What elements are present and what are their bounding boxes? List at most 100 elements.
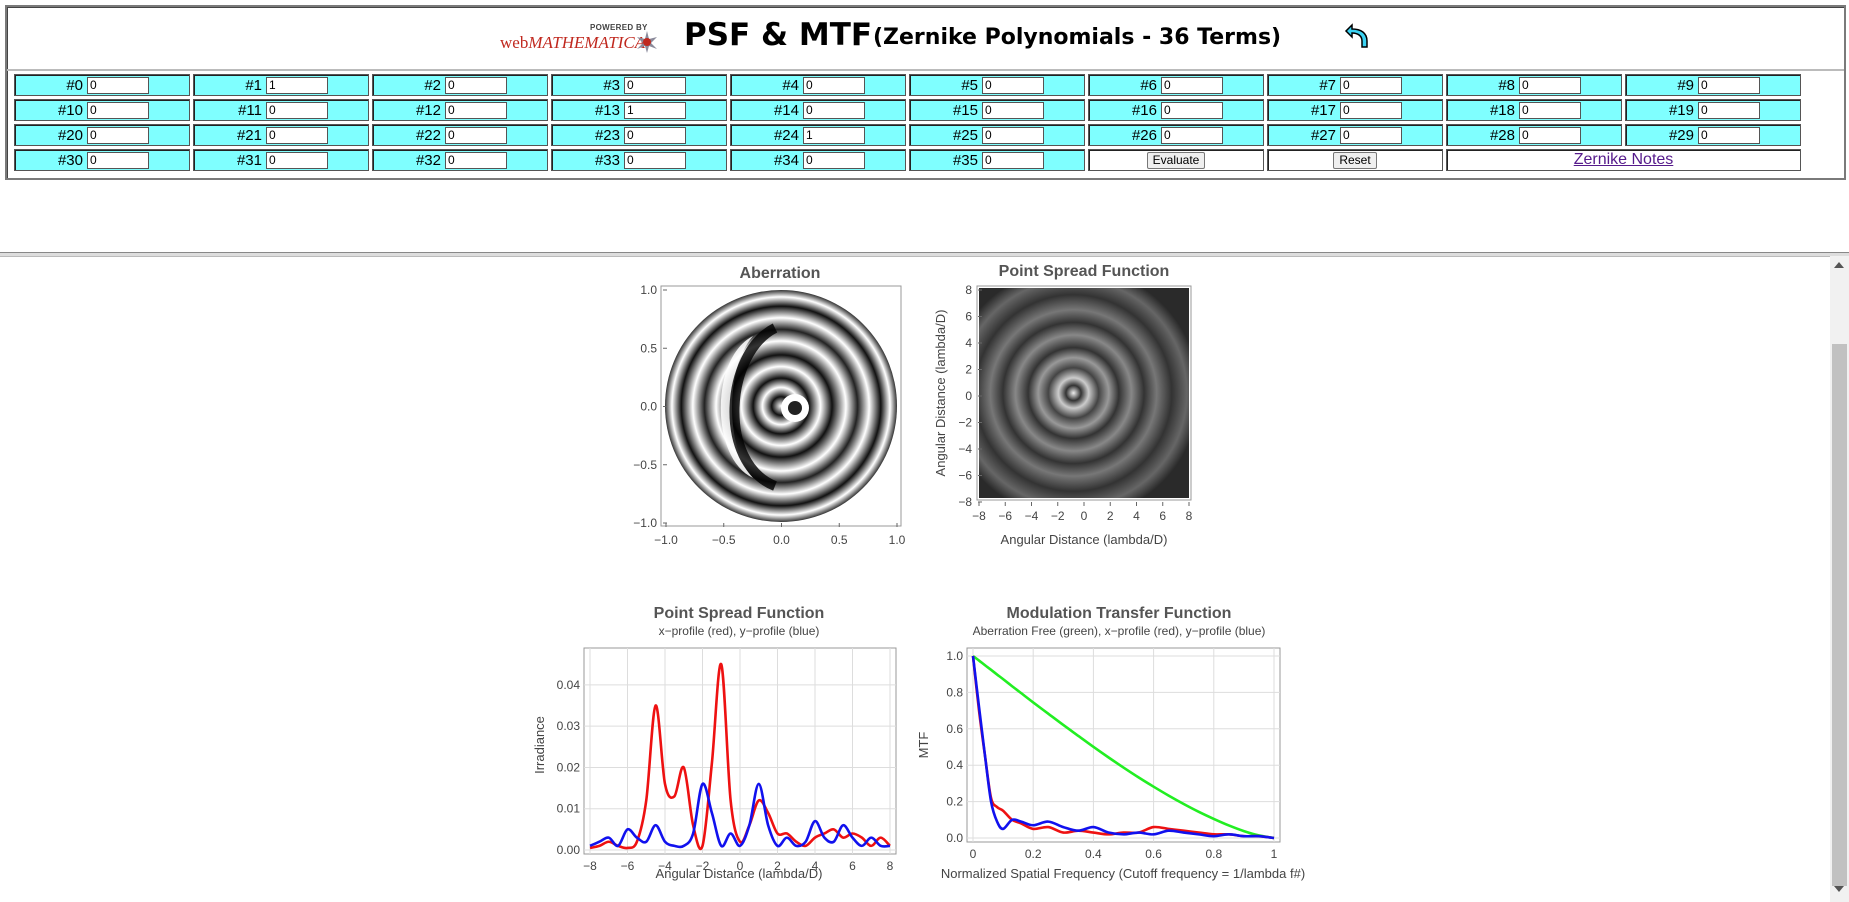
coef-label: #24 xyxy=(773,126,799,144)
coef-cell: #25 xyxy=(909,124,1085,146)
coef-cell: #1 xyxy=(193,74,369,96)
coef-label: #19 xyxy=(1668,101,1694,119)
zernike-notes-link[interactable]: Zernike Notes xyxy=(1573,151,1674,168)
coef-input-0[interactable] xyxy=(87,76,149,94)
series-line-0 xyxy=(972,654,1275,840)
scroll-up-arrow-icon[interactable] xyxy=(1834,262,1844,268)
coef-cell: #16 xyxy=(1088,99,1264,121)
x-tick-label: 2 xyxy=(774,859,781,873)
coef-input-14[interactable] xyxy=(803,101,865,119)
scrollbar-thumb[interactable] xyxy=(1832,344,1847,886)
coef-input-27[interactable] xyxy=(1340,126,1402,144)
coef-input-4[interactable] xyxy=(803,76,865,94)
psf-image-xlabel: Angular Distance (lambda/D) xyxy=(1001,532,1168,547)
aberration-title: Aberration xyxy=(740,265,821,282)
coef-input-3[interactable] xyxy=(624,76,686,94)
coef-label: #26 xyxy=(1131,126,1157,144)
y-tick-label: 0.0 xyxy=(946,831,963,845)
series-line-2 xyxy=(971,655,1275,840)
coef-input-17[interactable] xyxy=(1340,101,1402,119)
coef-cell: #4 xyxy=(730,74,906,96)
x-tick-label: 0.4 xyxy=(1085,847,1102,861)
x-tick-label: −4 xyxy=(658,859,672,873)
coef-label: #9 xyxy=(1677,76,1694,94)
coef-input-13[interactable] xyxy=(624,101,686,119)
coef-input-33[interactable] xyxy=(624,151,686,169)
coef-cell: #3 xyxy=(551,74,727,96)
coef-input-12[interactable] xyxy=(445,101,507,119)
x-tick-label: −0.5 xyxy=(712,533,736,547)
mtf-xlabel: Normalized Spatial Frequency (Cutoff fre… xyxy=(941,866,1305,881)
coef-input-9[interactable] xyxy=(1698,76,1760,94)
coef-input-29[interactable] xyxy=(1698,126,1760,144)
coef-input-20[interactable] xyxy=(87,126,149,144)
x-tick-label: −1.0 xyxy=(654,533,678,547)
coef-label: #35 xyxy=(952,151,978,169)
coef-input-24[interactable] xyxy=(803,126,865,144)
psf-image-title: Point Spread Function xyxy=(999,263,1170,280)
coef-cell: #5 xyxy=(909,74,1085,96)
x-tick-label: −2 xyxy=(1051,509,1065,523)
x-tick-label: −4 xyxy=(1025,509,1039,523)
scroll-down-arrow-icon[interactable] xyxy=(1834,886,1844,892)
coef-input-21[interactable] xyxy=(266,126,328,144)
coef-input-31[interactable] xyxy=(266,151,328,169)
psf-image-ylabel: Angular Distance (lambda/D) xyxy=(933,310,948,477)
coef-input-16[interactable] xyxy=(1161,101,1223,119)
coef-label: #29 xyxy=(1668,126,1694,144)
coef-input-30[interactable] xyxy=(87,151,149,169)
x-tick-label: −8 xyxy=(583,859,597,873)
coef-input-8[interactable] xyxy=(1519,76,1581,94)
coef-input-35[interactable] xyxy=(982,151,1044,169)
x-tick-label: 1.0 xyxy=(889,533,906,547)
y-tick-label: 0.02 xyxy=(557,760,581,774)
coef-label: #27 xyxy=(1310,126,1336,144)
coef-input-22[interactable] xyxy=(445,126,507,144)
coef-label: #5 xyxy=(961,76,978,94)
coef-cell: #13 xyxy=(551,99,727,121)
coef-cell: #22 xyxy=(372,124,548,146)
coef-input-11[interactable] xyxy=(266,101,328,119)
aberration-pupil xyxy=(665,290,897,522)
coef-input-19[interactable] xyxy=(1698,101,1760,119)
coef-input-23[interactable] xyxy=(624,126,686,144)
coef-input-5[interactable] xyxy=(982,76,1044,94)
back-arrow-icon[interactable] xyxy=(1343,21,1371,51)
coef-input-10[interactable] xyxy=(87,101,149,119)
frame-divider[interactable] xyxy=(0,252,1849,257)
coef-cell: #8 xyxy=(1446,74,1622,96)
psf-profile-ylabel: Irradiance xyxy=(532,716,547,774)
coef-input-25[interactable] xyxy=(982,126,1044,144)
coef-input-6[interactable] xyxy=(1161,76,1223,94)
coef-cell: #9 xyxy=(1625,74,1801,96)
y-tick-label: 0.5 xyxy=(640,341,657,355)
coef-label: #2 xyxy=(424,76,441,94)
psf-image-plot: Point Spread Function −8 −6 −4 −2 0 2 4 6 8 8 6 4 2 0… xyxy=(933,263,1193,547)
coef-cell: #21 xyxy=(193,124,369,146)
coef-input-34[interactable] xyxy=(803,151,865,169)
coef-label: #12 xyxy=(415,101,441,119)
coef-cell: #17 xyxy=(1267,99,1443,121)
evaluate-button[interactable]: Evaluate xyxy=(1146,151,1206,169)
coef-input-26[interactable] xyxy=(1161,126,1223,144)
coef-input-7[interactable] xyxy=(1340,76,1402,94)
coef-input-1[interactable] xyxy=(266,76,328,94)
y-tick-label: −1.0 xyxy=(633,516,657,530)
x-tick-label: 0.8 xyxy=(1205,847,1222,861)
coef-input-32[interactable] xyxy=(445,151,507,169)
aberration-plot: Aberration −1.0 −0.5 0.0 0.5 1.0 1.0 0.5 0.0 −0.… xyxy=(633,265,906,547)
reset-button[interactable]: Reset xyxy=(1333,151,1377,169)
y-tick-label: −4 xyxy=(958,442,972,456)
x-tick-label: 0 xyxy=(737,859,744,873)
coef-input-18[interactable] xyxy=(1519,101,1581,119)
coef-cell: #31 xyxy=(193,149,369,171)
coef-cell: #28 xyxy=(1446,124,1622,146)
coef-label: #28 xyxy=(1489,126,1515,144)
coef-label: #30 xyxy=(57,151,83,169)
coef-cell: #23 xyxy=(551,124,727,146)
coef-label: #8 xyxy=(1498,76,1515,94)
coef-input-15[interactable] xyxy=(982,101,1044,119)
coef-input-28[interactable] xyxy=(1519,126,1581,144)
coef-label: #23 xyxy=(594,126,620,144)
coef-input-2[interactable] xyxy=(445,76,507,94)
